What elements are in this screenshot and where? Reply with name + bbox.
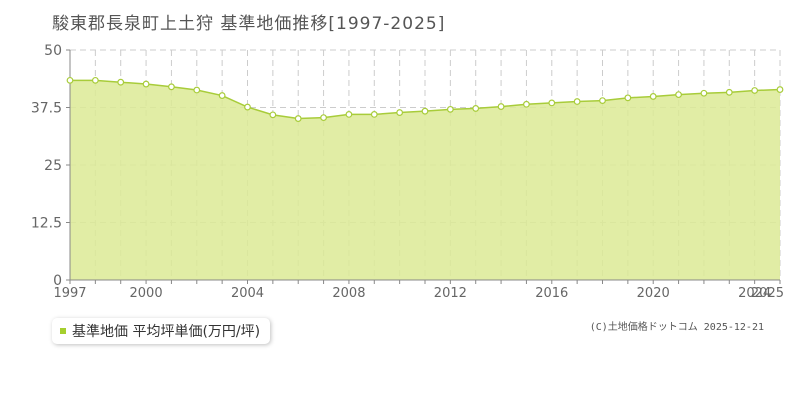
data-point — [776, 86, 784, 93]
y-tick-label: 12.5 — [31, 216, 62, 232]
x-tick-label: 2000 — [130, 286, 163, 301]
data-point — [117, 78, 125, 86]
copyright-text: (C)土地価格ドットコム 2025-12-21 — [589, 322, 764, 333]
x-tick-label: 2008 — [332, 286, 365, 301]
data-point — [269, 111, 277, 119]
y-tick-label: 25 — [44, 158, 62, 174]
data-point — [168, 83, 175, 91]
tick-labels: 0 12.5 25 37.5 50 1997 2000 2004 2008 2012 2016 202… — [31, 43, 784, 301]
data-point — [548, 99, 556, 107]
y-tick-label: 37.5 — [31, 101, 62, 117]
data-point — [244, 103, 251, 111]
y-tick-label: 0 — [53, 273, 62, 289]
x-tick-label: 2004 — [231, 286, 264, 301]
y-tick-label: 50 — [44, 43, 62, 59]
data-point — [599, 97, 606, 104]
data-point — [523, 100, 530, 108]
data-point — [675, 91, 682, 99]
data-point — [573, 98, 581, 105]
x-tick-label: 2016 — [535, 286, 568, 301]
x-tick-label: 1997 — [53, 286, 86, 301]
x-tick-label: 2020 — [637, 286, 670, 301]
x-tick-label: 2024 — [738, 286, 771, 301]
data-point — [446, 105, 454, 113]
data-point — [370, 110, 378, 118]
data-point — [497, 103, 505, 110]
data-point — [649, 93, 657, 100]
series-area-fill — [70, 80, 780, 280]
data-point — [193, 86, 201, 94]
data-points — [66, 76, 784, 122]
x-tick-label: 2012 — [434, 286, 467, 301]
data-point — [345, 110, 353, 118]
data-point — [218, 92, 226, 99]
data-point — [142, 80, 150, 88]
data-point — [91, 76, 99, 84]
axes — [66, 49, 781, 284]
data-point — [294, 115, 302, 122]
legend-swatch — [60, 328, 66, 334]
legend: 基準地価 平均坪単価(万円/坪) — [52, 318, 271, 344]
x-tick-label: 2025 — [751, 286, 784, 301]
data-point — [624, 94, 632, 102]
data-point — [472, 105, 480, 112]
data-point — [320, 114, 327, 122]
data-point — [66, 76, 74, 84]
data-point — [421, 107, 429, 115]
chart-title: 駿東郡長泉町上土狩 基準地価推移[1997-2025] — [52, 14, 446, 34]
data-point — [396, 109, 404, 116]
data-point — [725, 88, 733, 96]
data-point — [700, 89, 708, 97]
legend-label: 基準地価 平均坪単価(万円/坪) — [72, 324, 261, 340]
data-point — [751, 87, 759, 94]
